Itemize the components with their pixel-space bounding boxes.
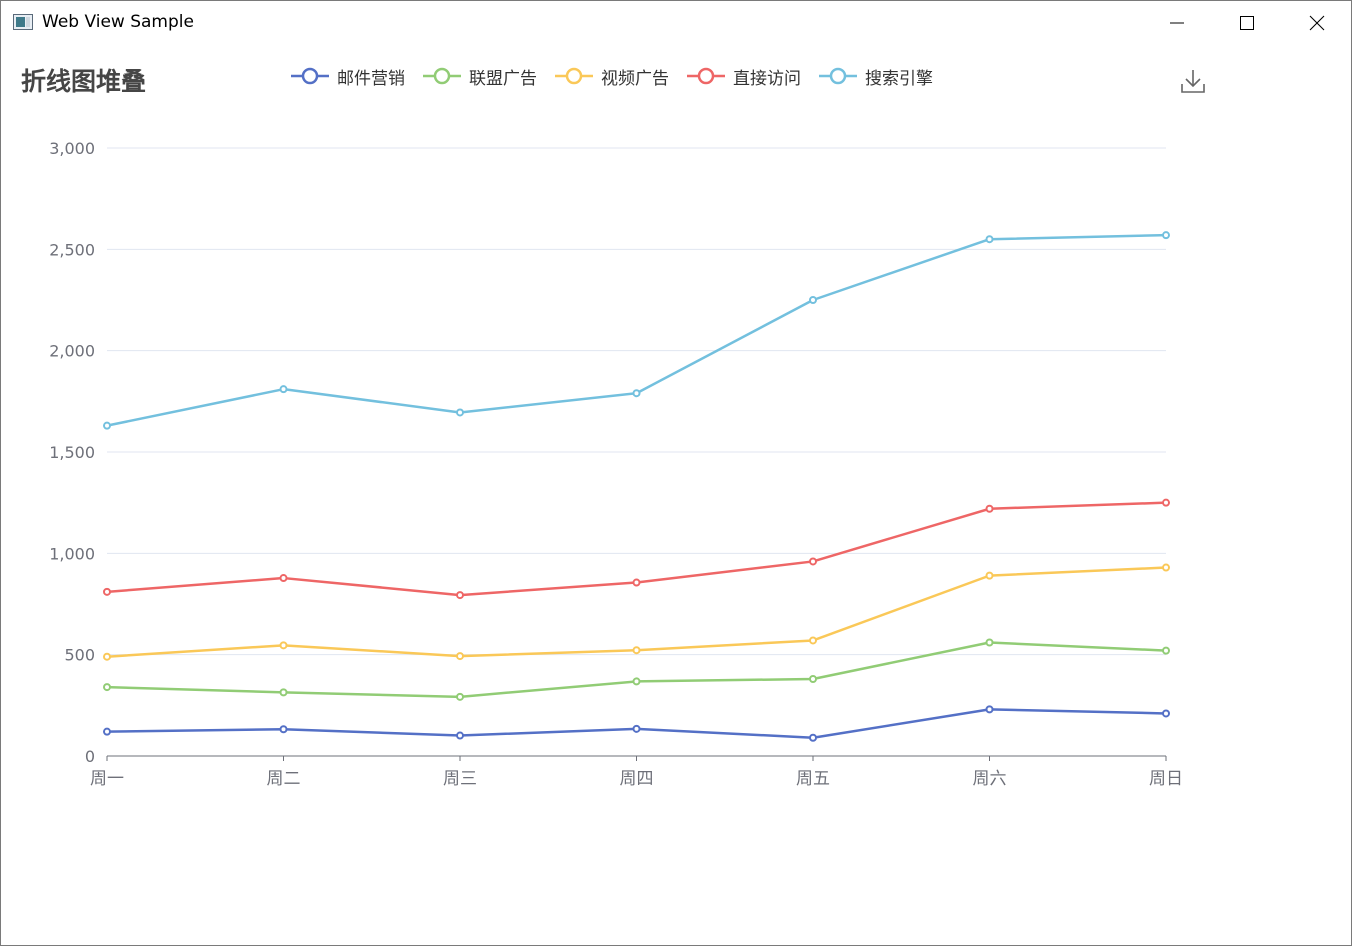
data-point xyxy=(985,638,994,647)
legend-marker-icon xyxy=(819,67,857,85)
data-point xyxy=(103,587,111,596)
y-tick-label: 500 xyxy=(64,646,95,665)
legend-marker-icon xyxy=(555,67,593,85)
data-point xyxy=(456,692,464,701)
data-point xyxy=(632,677,641,686)
legend-label: 直接访问 xyxy=(733,68,801,89)
y-tick-label: 1,500 xyxy=(49,443,95,462)
data-point xyxy=(1162,231,1170,240)
data-point xyxy=(103,683,111,692)
data-point xyxy=(456,652,464,661)
data-point xyxy=(456,731,464,740)
data-point xyxy=(632,646,641,655)
data-point xyxy=(279,385,288,394)
x-tick-label: 周五 xyxy=(796,769,830,789)
data-point xyxy=(279,574,288,583)
data-point xyxy=(809,733,817,742)
data-point xyxy=(103,727,111,736)
legend-item-series-1[interactable]: 联盟广告 xyxy=(423,61,537,91)
data-point xyxy=(985,571,994,580)
y-tick-label: 3,000 xyxy=(49,139,95,158)
chart-title: 折线图堆叠 xyxy=(21,67,147,96)
save-as-image-button[interactable] xyxy=(1179,67,1207,97)
data-point xyxy=(279,725,288,734)
data-point xyxy=(1162,498,1170,507)
x-tick-label: 周二 xyxy=(267,769,301,789)
data-point xyxy=(809,296,817,304)
data-point xyxy=(809,557,817,566)
data-point xyxy=(103,421,111,430)
legend-marker-icon xyxy=(423,67,461,85)
data-point xyxy=(985,235,994,244)
maximize-button[interactable] xyxy=(1212,1,1282,45)
x-tick-label: 周六 xyxy=(973,769,1007,789)
y-tick-label: 2,500 xyxy=(49,240,95,259)
legend-item-series-2[interactable]: 视频广告 xyxy=(555,61,669,91)
app-icon xyxy=(13,14,33,30)
data-point xyxy=(632,389,641,398)
legend-item-series-3[interactable]: 直接访问 xyxy=(687,61,801,91)
data-point xyxy=(103,652,111,661)
title-bar[interactable]: Web View Sample xyxy=(1,1,1351,45)
data-point xyxy=(1162,709,1170,718)
data-point xyxy=(456,591,464,600)
legend-marker-icon xyxy=(291,67,329,85)
minimize-button[interactable] xyxy=(1142,1,1212,45)
y-tick-label: 2,000 xyxy=(49,342,95,361)
y-tick-label: 0 xyxy=(85,747,95,766)
legend-label: 搜索引擎 xyxy=(865,68,933,89)
legend-item-series-0[interactable]: 邮件营销 xyxy=(291,61,405,91)
data-point xyxy=(279,688,288,697)
legend-item-series-4[interactable]: 搜索引擎 xyxy=(819,61,933,91)
data-point xyxy=(985,504,994,513)
close-icon xyxy=(1309,15,1325,31)
data-point xyxy=(456,408,464,417)
data-point xyxy=(632,724,641,733)
minimize-icon xyxy=(1170,22,1184,24)
series-line-0 xyxy=(106,708,1167,740)
data-point xyxy=(279,641,288,650)
download-icon xyxy=(1181,70,1205,93)
x-tick-label: 周一 xyxy=(90,769,124,789)
data-point xyxy=(1162,563,1170,572)
legend-marker-icon xyxy=(687,67,725,85)
x-tick-label: 周三 xyxy=(443,769,477,789)
y-tick-label: 1,000 xyxy=(49,544,95,563)
x-tick-label: 周日 xyxy=(1149,769,1183,789)
legend-label: 邮件营销 xyxy=(337,68,405,89)
x-tick-label: 周四 xyxy=(620,769,654,789)
window-title: Web View Sample xyxy=(42,12,194,32)
data-point xyxy=(632,578,641,587)
data-point xyxy=(1162,646,1170,655)
data-point xyxy=(985,705,994,714)
close-button[interactable] xyxy=(1282,1,1352,45)
maximize-icon xyxy=(1240,16,1254,30)
legend-label: 视频广告 xyxy=(601,68,669,89)
legend-label: 联盟广告 xyxy=(469,68,537,89)
data-point xyxy=(809,674,817,683)
data-point xyxy=(809,636,817,645)
